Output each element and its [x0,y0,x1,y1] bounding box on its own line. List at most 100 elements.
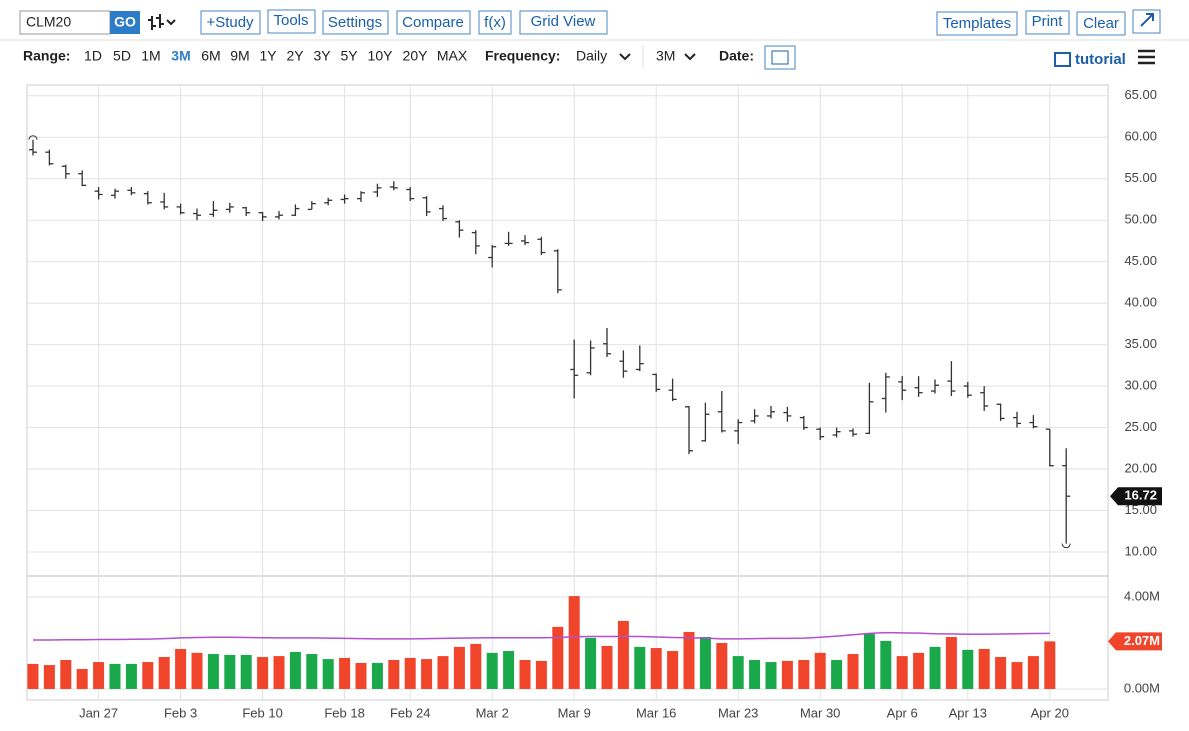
volume-bar [962,649,974,689]
menu-icon[interactable] [1138,49,1155,65]
y-tick-label: 50.00 [1124,212,1157,227]
study-label: +Study [206,14,254,31]
calendar-button[interactable] [764,45,796,70]
x-tick-label: Feb 3 [164,705,197,720]
tutorial[interactable]: tutorial [1075,51,1126,68]
y-tick-label: 45.00 [1124,253,1157,268]
volume-bar [667,651,679,689]
chevron [619,53,631,61]
range-option[interactable]: 2Y [286,48,304,64]
x-tick-label: Feb 24 [390,705,430,720]
range-option[interactable]: 5D [113,48,131,64]
frequency-label: Frequency: [485,48,560,64]
y-tick-label: 30.00 [1124,378,1157,393]
range-option[interactable]: 1M [141,48,160,64]
tools-button[interactable] [267,9,316,34]
clear-button[interactable] [1076,11,1126,36]
range-option[interactable]: 10Y [368,48,394,64]
volume-bar [404,657,416,689]
last-price: 16.72 [1124,488,1157,503]
range-bar: Range: Frequency: Daily 3M Date: tutoria… [23,45,1155,70]
volume-bar [617,620,629,689]
range-option[interactable]: 9M [230,48,249,64]
x-tick-label: Jan 27 [79,705,118,720]
volume-bar [913,652,925,689]
volume-bar [207,654,219,689]
compare-button[interactable] [396,10,471,35]
fx-label: f(x) [484,14,506,31]
x-tick-label: Mar 30 [800,705,840,720]
y-tick-label: 20.00 [1124,460,1157,475]
fx-button[interactable] [478,10,512,35]
volume-bar [699,637,711,689]
x-tick-label: Feb 10 [242,705,282,720]
x-tick-label: Mar 23 [718,705,758,720]
go-button[interactable] [110,11,140,34]
volume-bar [601,645,613,689]
range-option[interactable]: 6M [201,48,220,64]
volume-bar [995,657,1007,689]
range-option[interactable]: 5Y [340,48,358,64]
volume-bar [978,648,990,689]
high-marker [28,135,38,140]
last-volume: 2.07M [1124,633,1160,648]
templates-label: Templates [943,15,1011,32]
compare-label: Compare [402,14,464,31]
y-tick-label: 0.00M [1124,680,1160,695]
volume-bar [585,637,597,689]
volume-bar [371,662,383,689]
range-option[interactable]: 20Y [403,48,429,64]
volume-bar [634,646,646,689]
volume-bar [306,654,318,689]
y-tick-label: 35.00 [1124,336,1157,351]
volume-bar [552,626,564,689]
volume-bar [732,656,744,689]
volume-bar [847,654,859,689]
volume-bar [716,642,728,689]
tutorial-icon [1054,52,1071,67]
volume-bar [76,668,88,689]
volume-bar [798,659,810,689]
volume-bar [470,643,482,689]
x-tick-label: Apr 6 [887,705,918,720]
frequency[interactable]: Daily [576,48,607,64]
templates-button[interactable] [936,11,1018,36]
range-option[interactable]: 3M [171,48,190,64]
date-label: Date: [719,48,754,64]
volume-bar [175,648,187,689]
range-option[interactable]: 3Y [313,48,331,64]
y-tick-label: 25.00 [1124,419,1157,434]
volume-bar [224,654,236,689]
volume-bar [339,657,351,689]
volume-bar [273,656,285,689]
chart-type-icon[interactable] [148,14,176,30]
period[interactable]: 3M [656,48,675,64]
settings-label: Settings [328,14,382,31]
plot-frame [26,84,1109,701]
volume-bar [125,663,137,689]
volume-bar [109,663,121,689]
volume-bar [1044,641,1056,689]
x-tick-label: Feb 18 [324,705,364,720]
range-label: Range: [23,48,70,64]
grid [27,85,1108,700]
volume-bar [929,646,941,689]
grid-view-button[interactable] [519,10,608,35]
volume-bar [158,657,170,689]
range-option[interactable]: 1D [84,48,102,64]
range-option[interactable]: 1Y [259,48,277,64]
x-tick-label: Mar 9 [558,705,591,720]
y-tick-label: 40.00 [1124,295,1157,310]
range-option[interactable]: MAX [437,48,468,64]
print-button[interactable] [1025,10,1070,35]
settings-button[interactable] [322,10,389,35]
volume-bar [683,631,695,689]
x-tick-label: Mar 16 [636,705,676,720]
print-label: Print [1032,13,1064,30]
volume-bar [486,652,498,689]
y-tick-label: 15.00 [1124,502,1157,517]
study-button[interactable] [200,10,261,35]
x-tick-label: Apr 20 [1031,705,1069,720]
y-tick-label: 65.00 [1124,87,1157,102]
volume-bar [896,656,908,689]
